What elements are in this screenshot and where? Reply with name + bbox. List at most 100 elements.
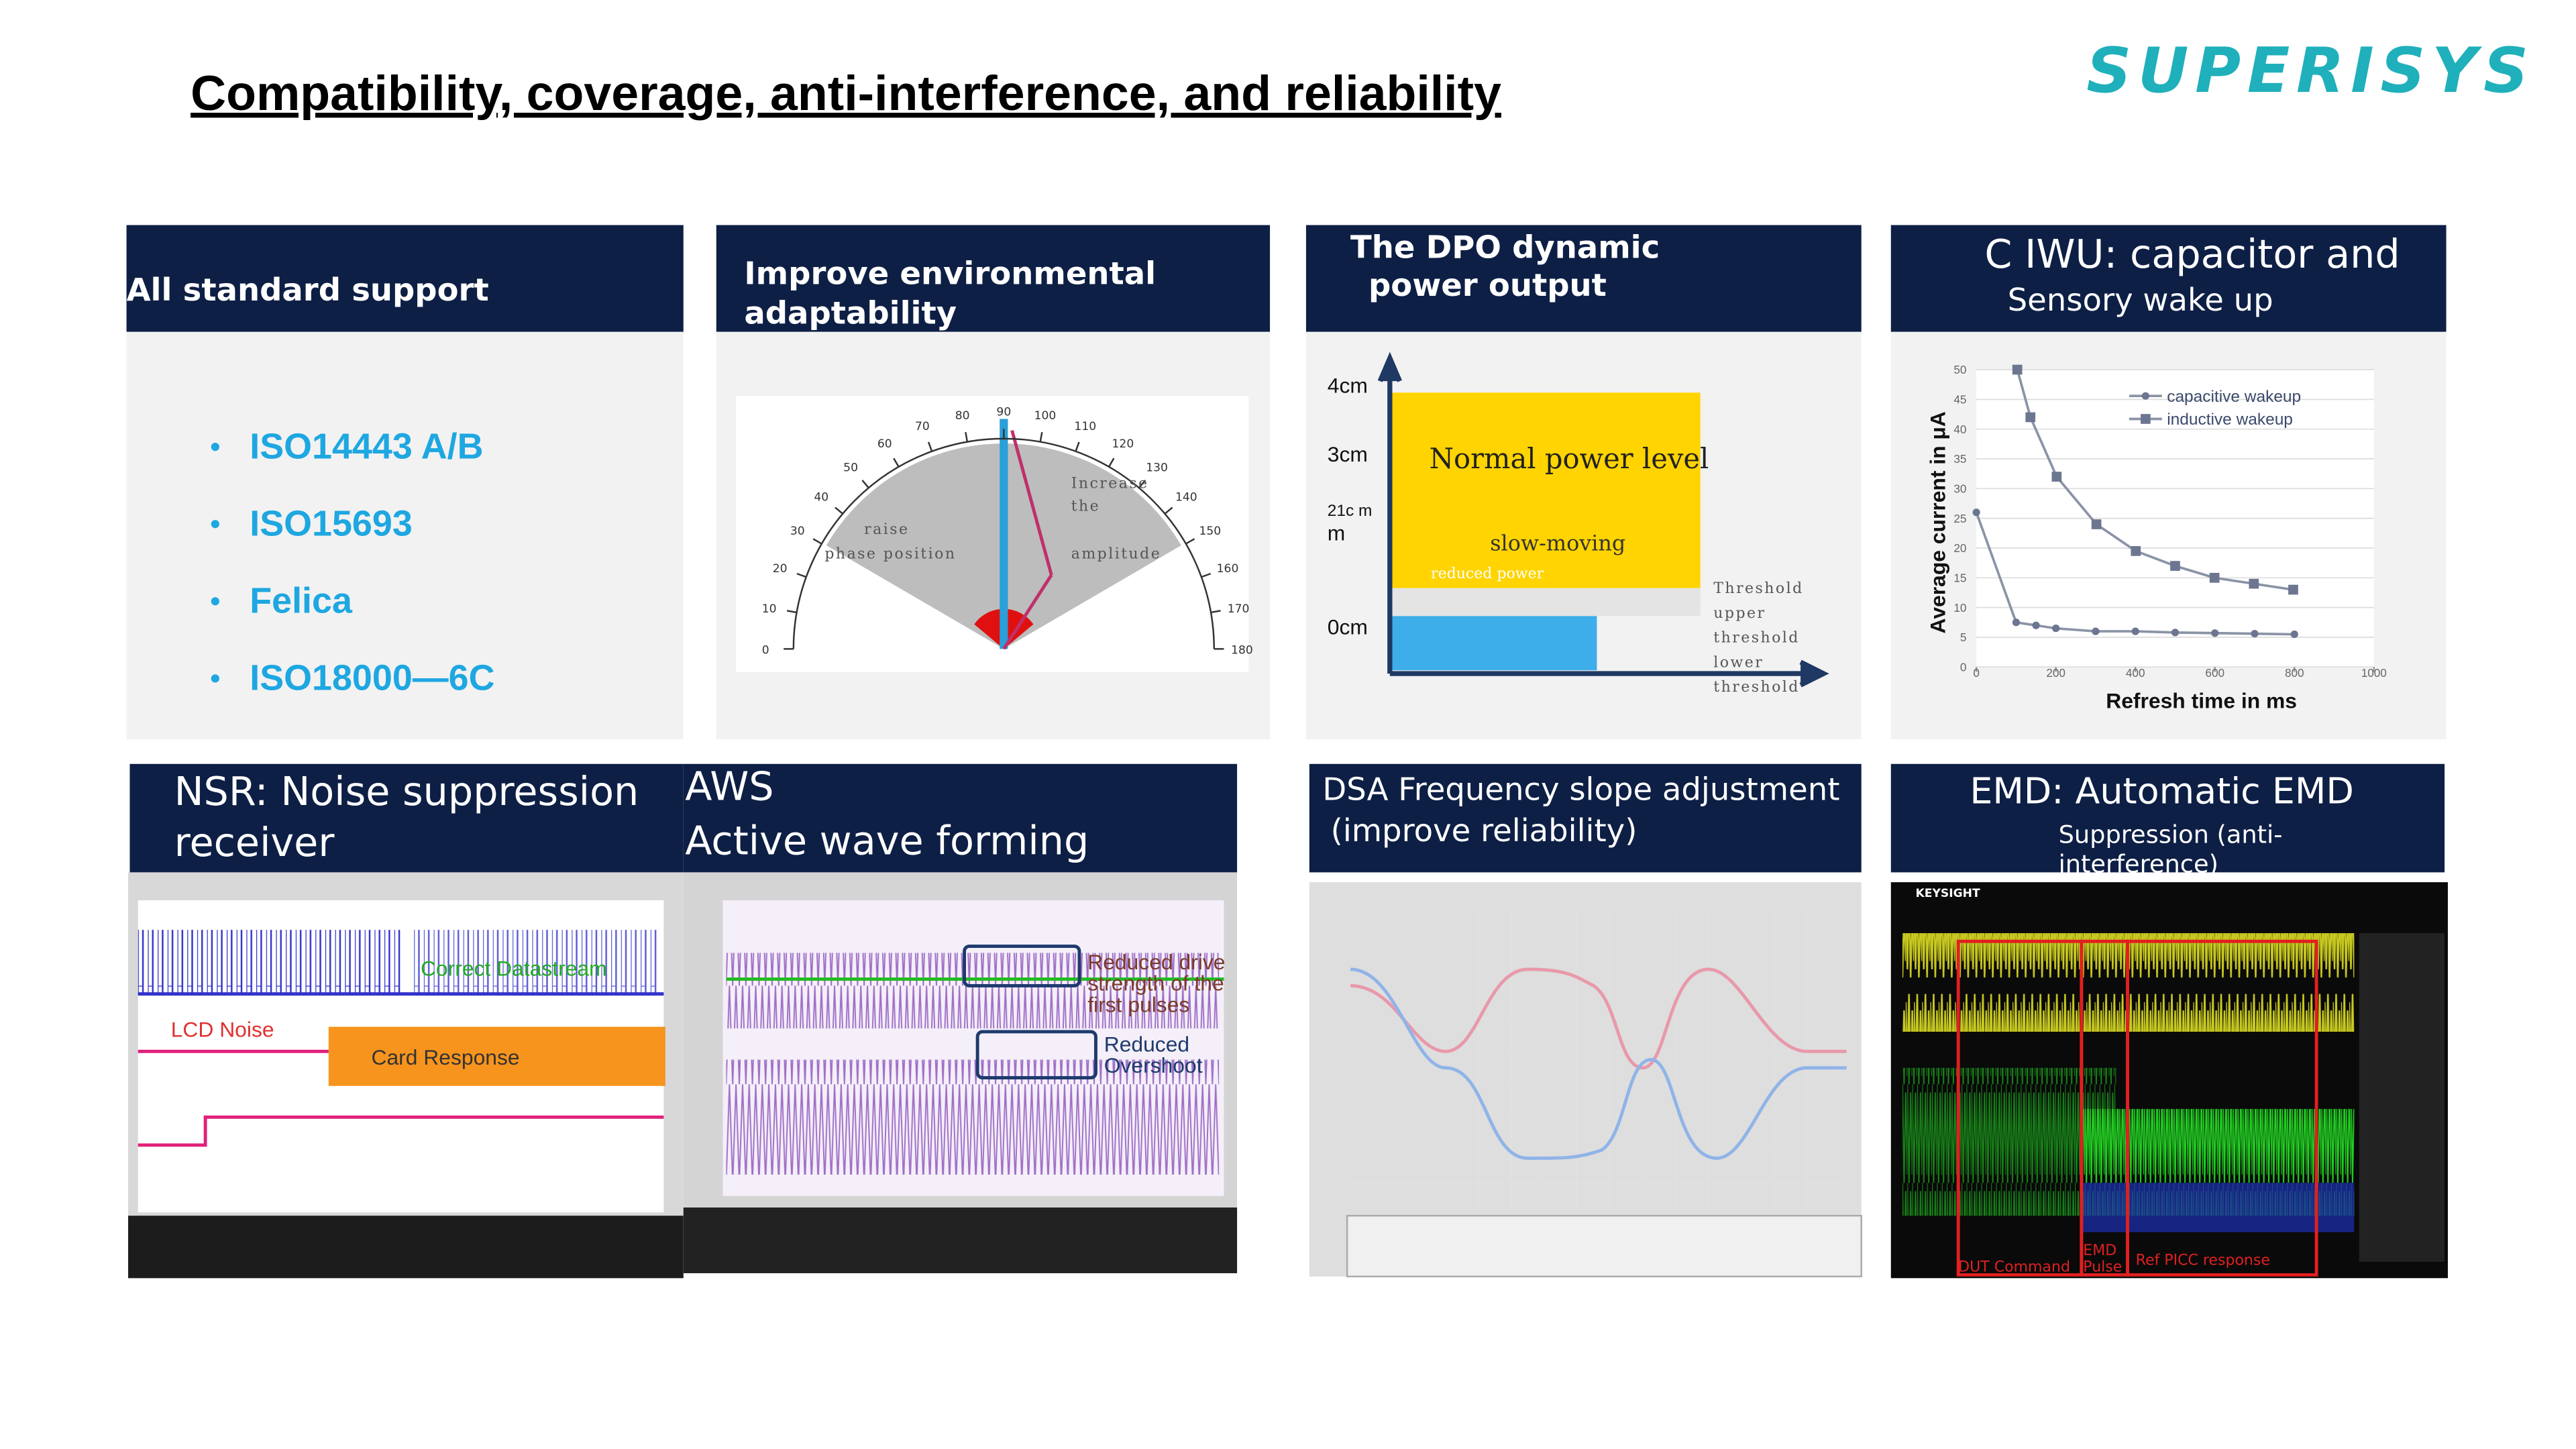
- gauge-label: 20: [773, 562, 788, 576]
- power-label: Normal power level: [1430, 442, 1709, 475]
- power-level: [1389, 588, 1701, 616]
- point: [2290, 630, 2298, 639]
- point: [2288, 584, 2298, 595]
- point: [2012, 364, 2023, 375]
- gauge-note: raise: [864, 521, 909, 538]
- scope-label: DUT Command: [1958, 1259, 2070, 1276]
- gauge-note: phase position: [824, 546, 956, 563]
- gauge-note: Increase: [1071, 475, 1149, 492]
- gauge-tick: [812, 538, 822, 545]
- panel-heading: DSA Frequency slope adjustment: [1322, 771, 1839, 808]
- panel-header: [1305, 225, 1862, 332]
- x-tick-label: 1000: [2361, 666, 2387, 680]
- gauge-label: 70: [915, 420, 930, 433]
- scope-label: Overshoot: [1104, 1053, 1203, 1077]
- point: [2131, 546, 2141, 556]
- gauge-note: amplitude: [1071, 546, 1161, 563]
- scope-label: first pulses: [1087, 993, 1189, 1017]
- level-label: 21c m: [1328, 502, 1373, 520]
- gauge-tick: [1210, 610, 1221, 614]
- point: [2131, 627, 2139, 635]
- x-tick-label: 800: [2285, 666, 2304, 680]
- power-level: [1389, 616, 1597, 671]
- bullet-list: ISO14443 A/B ISO15693 Felica ISO18000—6C: [211, 426, 495, 698]
- point: [2091, 519, 2102, 529]
- bullet: [211, 520, 219, 529]
- scope-emd: KEYSIGHT DUT Command EMD Pulse Ref PICC …: [1890, 882, 2448, 1279]
- panel-heading: NSR: Noise suppression: [174, 768, 639, 814]
- scope-nsr: Correct Datastream LCD Noise Card Respon…: [128, 872, 684, 1279]
- point: [2209, 572, 2220, 583]
- y-tick-label: 45: [1953, 392, 1966, 406]
- gauge-label: 170: [1228, 602, 1250, 616]
- y-tick-label: 25: [1953, 512, 1966, 525]
- panel-header: [1890, 763, 2445, 873]
- point: [2032, 621, 2040, 629]
- threshold-label: threshold: [1713, 679, 1800, 696]
- point: [2171, 629, 2180, 637]
- gauge-label: 50: [843, 462, 858, 475]
- panel-heading: adaptability: [744, 294, 957, 331]
- gauge-note: the: [1071, 498, 1100, 515]
- y-tick-label: 30: [1953, 482, 1966, 495]
- y-tick-label: 15: [1953, 571, 1966, 584]
- scope-label: LCD Noise: [171, 1017, 274, 1041]
- gauge-label: 40: [814, 490, 828, 504]
- power-label: slow-moving: [1490, 530, 1625, 555]
- panel-heading: Sensory wake up: [2008, 282, 2273, 318]
- list-item: ISO18000—6C: [250, 658, 494, 698]
- gauge-label: 110: [1074, 420, 1096, 433]
- panel-heading: (improve reliability): [1331, 812, 1638, 849]
- scope-label: strength of the: [1087, 971, 1224, 996]
- legend-label: capacitive wakeup: [2167, 388, 2301, 406]
- gauge-label: 80: [955, 409, 970, 423]
- threshold-label: Threshold: [1713, 580, 1803, 597]
- axis: [1377, 352, 1402, 674]
- gauge-arc: [792, 437, 1216, 649]
- x-tick-label: 200: [2046, 666, 2065, 680]
- list-item: Felica: [250, 580, 353, 621]
- gauge-label: 150: [1199, 525, 1222, 538]
- scope-label: Reduced: [1104, 1032, 1189, 1056]
- current-chart: 0 5 10 15 20 25 30 35 40 45 50 0 200 400 600 800 1000 Ave…: [1926, 363, 2387, 712]
- panel-heading: receiver: [174, 819, 335, 865]
- power-diagram: 4cm 3cm 21c mm 0cm Normal power level slow-mo…: [1328, 373, 1803, 696]
- y-axis-label: Average current in μA: [1926, 411, 1950, 633]
- panel-heading: Improve environmental: [744, 256, 1156, 292]
- scope-label: Card Response: [371, 1045, 519, 1069]
- point: [2092, 627, 2100, 635]
- scope-label: Correct Datastream: [421, 957, 607, 981]
- gauge-tick: [1185, 538, 1195, 545]
- gauge-tick: [1075, 441, 1080, 452]
- panel-heading: AWS: [685, 763, 773, 810]
- scope-dsa: [1309, 882, 1862, 1278]
- point: [2012, 619, 2021, 627]
- legend-marker: [2141, 392, 2149, 400]
- gauge-tick: [1039, 431, 1043, 442]
- panel-heading: C IWU: capacitor and: [1984, 231, 2400, 277]
- gauge-label: 0: [762, 644, 769, 657]
- scope-label: Ref PICC response: [2136, 1252, 2270, 1269]
- point: [2025, 412, 2036, 423]
- axis: [1389, 659, 1829, 688]
- panel-header: [683, 763, 1238, 873]
- scope-label: EMD: [2083, 1242, 2116, 1259]
- gauge-tick: [835, 506, 843, 515]
- point: [2251, 630, 2259, 638]
- bullet: [211, 597, 219, 606]
- point: [2052, 625, 2060, 633]
- point: [2211, 629, 2219, 637]
- power-label: reduced power: [1431, 566, 1544, 582]
- scope-label: KEYSIGHT: [1916, 887, 1980, 900]
- gauge-label: 160: [1217, 562, 1239, 576]
- panel-heading: EMD: Automatic EMD: [1970, 770, 2354, 812]
- level-label: 3cm: [1328, 442, 1368, 466]
- x-tick-label: 600: [2205, 666, 2224, 680]
- list-item: ISO15693: [250, 503, 413, 543]
- slide-title: Compatibility, coverage, anti-interferen…: [191, 65, 1501, 121]
- list-item: ISO14443 A/B: [250, 426, 483, 466]
- power-level: [1389, 392, 1701, 588]
- panel-body: [126, 331, 684, 740]
- gauge-label: 30: [790, 525, 805, 538]
- legend-label: inductive wakeup: [2167, 411, 2293, 429]
